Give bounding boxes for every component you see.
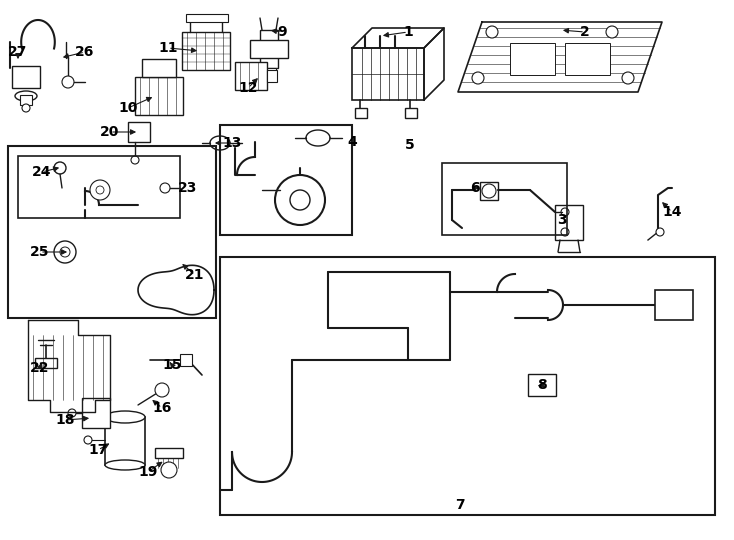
Bar	[480, 182, 498, 200]
Text: 13: 13	[222, 136, 241, 150]
Circle shape	[155, 383, 169, 397]
Bar	[528, 374, 556, 396]
Circle shape	[22, 104, 30, 112]
Circle shape	[472, 72, 484, 84]
Ellipse shape	[105, 411, 145, 423]
Bar	[352, 48, 424, 100]
Circle shape	[275, 175, 325, 225]
Circle shape	[561, 208, 569, 216]
Text: 20: 20	[101, 125, 120, 139]
Bar	[260, 30, 278, 68]
Bar	[220, 257, 715, 515]
Circle shape	[84, 436, 92, 444]
Bar	[220, 125, 352, 235]
Bar	[135, 77, 183, 115]
Polygon shape	[424, 28, 444, 100]
Bar	[355, 108, 367, 118]
Circle shape	[161, 462, 177, 478]
Circle shape	[486, 26, 498, 38]
Bar	[186, 14, 228, 22]
Text: 4: 4	[347, 135, 357, 149]
Text: 12: 12	[239, 81, 258, 95]
Circle shape	[290, 190, 310, 210]
Text: 21: 21	[185, 268, 205, 282]
Text: 17: 17	[88, 443, 108, 457]
Bar	[655, 290, 693, 320]
Text: 25: 25	[30, 245, 50, 259]
Bar	[105, 417, 145, 465]
Text: 19: 19	[138, 465, 158, 479]
Text: 15: 15	[162, 358, 182, 372]
Text: 2: 2	[580, 25, 590, 39]
Circle shape	[54, 241, 76, 263]
Bar	[510, 43, 555, 75]
Bar	[8, 146, 216, 318]
Text: 14: 14	[662, 205, 682, 219]
Circle shape	[62, 76, 74, 88]
Bar	[180, 354, 192, 366]
Circle shape	[90, 180, 110, 200]
Circle shape	[482, 184, 496, 198]
Text: 18: 18	[55, 413, 75, 427]
Bar	[565, 43, 610, 75]
Text: 24: 24	[32, 165, 52, 179]
Bar	[262, 68, 276, 80]
Circle shape	[160, 183, 170, 193]
Circle shape	[622, 72, 634, 84]
Bar	[18, 156, 180, 218]
Text: 26: 26	[76, 45, 95, 59]
Text: 11: 11	[159, 41, 178, 55]
Bar	[250, 40, 288, 58]
Circle shape	[96, 186, 104, 194]
Polygon shape	[352, 28, 444, 48]
Bar	[35, 358, 57, 368]
Bar	[235, 62, 267, 90]
Bar	[405, 108, 417, 118]
Bar	[555, 205, 583, 240]
Text: 16: 16	[153, 401, 172, 415]
Text: 6: 6	[470, 181, 480, 195]
Circle shape	[606, 26, 618, 38]
Circle shape	[656, 228, 664, 236]
Circle shape	[68, 409, 76, 417]
Bar	[442, 163, 567, 235]
Polygon shape	[458, 22, 662, 92]
Bar	[142, 59, 176, 77]
Polygon shape	[28, 320, 110, 412]
Ellipse shape	[105, 460, 145, 470]
Circle shape	[561, 228, 569, 236]
Bar	[12, 66, 40, 88]
Text: 23: 23	[178, 181, 197, 195]
Text: 9: 9	[277, 25, 287, 39]
Circle shape	[54, 162, 66, 174]
Ellipse shape	[15, 91, 37, 101]
Bar	[20, 95, 32, 105]
Text: 27: 27	[8, 45, 28, 59]
Bar	[82, 398, 110, 428]
Text: 1: 1	[403, 25, 413, 39]
Text: 10: 10	[118, 101, 138, 115]
Circle shape	[131, 156, 139, 164]
Text: 7: 7	[455, 498, 465, 512]
Text: 5: 5	[405, 138, 415, 152]
Bar	[155, 448, 183, 458]
Text: 22: 22	[30, 361, 50, 375]
Text: 8: 8	[537, 378, 547, 392]
Text: 3: 3	[557, 213, 567, 227]
Bar	[128, 122, 150, 142]
Bar	[182, 32, 230, 70]
Bar	[267, 70, 277, 82]
Circle shape	[60, 247, 70, 257]
